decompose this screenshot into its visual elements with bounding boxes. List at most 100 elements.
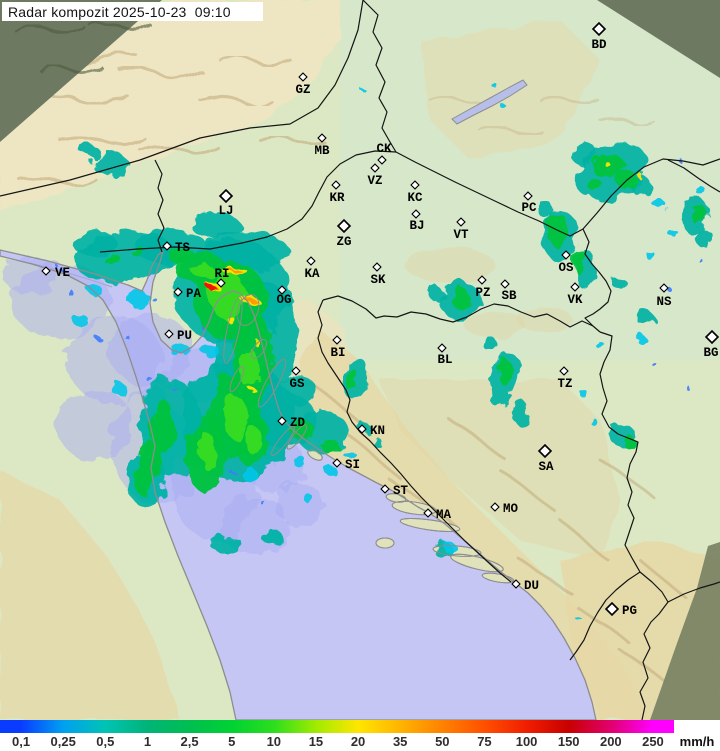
station-diamond-icon bbox=[523, 191, 533, 201]
station-diamond-icon bbox=[372, 262, 382, 272]
station-label: BI bbox=[330, 346, 345, 360]
legend-tick-10: 50 bbox=[435, 734, 450, 749]
legend: 0,1 0,25 0,5 1 2,5 5 10 15 20 35 50 75 100 150 200 250 m… bbox=[0, 720, 720, 751]
title-text: Radar kompozit 2025-10-23 09:10 bbox=[8, 3, 231, 20]
station-label: MB bbox=[314, 144, 330, 158]
station-ka: KA bbox=[304, 256, 320, 281]
station-diamond-icon bbox=[561, 250, 571, 260]
legend-tick-9: 35 bbox=[392, 734, 408, 749]
station-diamond-icon bbox=[331, 180, 341, 190]
station-label: KR bbox=[329, 191, 345, 205]
station-diamond-icon bbox=[490, 502, 500, 512]
station-diamond-icon bbox=[357, 424, 367, 434]
station-diamond-icon bbox=[423, 508, 433, 518]
station-mb: MB bbox=[314, 133, 330, 158]
legend-tick-7: 15 bbox=[308, 734, 324, 749]
station-label: OG bbox=[276, 293, 291, 307]
precipitation-layer bbox=[4, 82, 714, 622]
station-diamond-icon bbox=[336, 218, 352, 234]
legend-tick-0: 0,1 bbox=[12, 734, 31, 749]
legend-tick-12: 100 bbox=[515, 734, 538, 749]
legend-unit: mm/h bbox=[679, 734, 715, 749]
station-ve: VE bbox=[41, 266, 70, 280]
station-kn: KN bbox=[357, 424, 385, 438]
station-pc: PC bbox=[521, 191, 537, 215]
station-diamond-icon bbox=[537, 443, 553, 459]
station-label: VZ bbox=[367, 174, 382, 188]
station-vk: VK bbox=[567, 282, 583, 307]
station-label: PC bbox=[521, 201, 537, 215]
station-ri: RI bbox=[214, 267, 230, 288]
station-diamond-icon bbox=[317, 133, 327, 143]
station-label: BD bbox=[591, 38, 607, 52]
station-label: GZ bbox=[295, 83, 310, 97]
station-pz: PZ bbox=[475, 275, 491, 300]
station-label: RI bbox=[214, 267, 229, 281]
station-os: OS bbox=[558, 250, 574, 275]
station-sa: SA bbox=[537, 443, 554, 474]
station-diamond-icon bbox=[370, 163, 380, 173]
station-og: OG bbox=[276, 285, 292, 307]
station-diamond-icon bbox=[41, 266, 51, 276]
station-diamond-icon bbox=[277, 285, 287, 295]
station-label: GS bbox=[289, 377, 305, 391]
station-label: VT bbox=[453, 228, 469, 242]
station-pu: PU bbox=[164, 329, 192, 343]
legend-tick-3: 1 bbox=[143, 734, 152, 749]
station-kc: KC bbox=[407, 180, 423, 205]
station-zd: ZD bbox=[277, 416, 306, 430]
legend-tick-2: 0,5 bbox=[96, 734, 115, 749]
legend-tick-labels: 0,1 0,25 0,5 1 2,5 5 10 15 20 35 50 75 100 150 200 250 m… bbox=[0, 733, 720, 751]
legend-tick-11: 75 bbox=[477, 734, 492, 749]
legend-tick-15: 250 bbox=[642, 734, 664, 749]
station-diamond-icon bbox=[604, 601, 620, 617]
station-diamond-icon bbox=[704, 329, 720, 345]
station-diamond-icon bbox=[591, 21, 607, 37]
station-bd: BD bbox=[591, 21, 607, 52]
legend-tick-4: 2,5 bbox=[180, 734, 199, 749]
station-diamond-icon bbox=[306, 256, 316, 266]
station-diamond-icon bbox=[570, 282, 580, 292]
station-diamond-icon bbox=[477, 275, 487, 285]
station-diamond-icon bbox=[216, 278, 226, 288]
station-kr: KR bbox=[329, 180, 345, 205]
station-diamond-icon bbox=[377, 155, 387, 165]
legend-tick-6: 10 bbox=[266, 734, 282, 749]
station-label: SK bbox=[370, 273, 386, 287]
station-markers-layer: VE TS LJ GZ MB CK VZ KR KC ZG BJ VT PC BD KA SK PZ OS VK NS… bbox=[41, 21, 720, 618]
legend-tick-14: 200 bbox=[599, 734, 622, 749]
station-du: DU bbox=[511, 579, 539, 593]
station-mo: MO bbox=[490, 502, 519, 516]
station-diamond-icon bbox=[511, 579, 521, 589]
radar-map: VE TS LJ GZ MB CK VZ KR KC ZG BJ VT PC BD KA SK PZ OS VK NS… bbox=[0, 0, 720, 720]
radar-range-mask-layer bbox=[0, 0, 720, 720]
station-label: TS bbox=[175, 241, 191, 255]
station-label: SA bbox=[538, 460, 554, 474]
station-diamond-icon bbox=[437, 343, 447, 353]
station-pg: PG bbox=[604, 601, 637, 618]
station-diamond-icon bbox=[298, 72, 308, 82]
station-label: SI bbox=[345, 458, 360, 472]
station-diamond-icon bbox=[332, 335, 342, 345]
station-label: BG bbox=[703, 346, 718, 360]
station-ns: NS bbox=[656, 283, 672, 309]
station-label: KC bbox=[407, 191, 423, 205]
station-label: KN bbox=[370, 424, 385, 438]
terrain-layer bbox=[0, 0, 720, 720]
station-ts: TS bbox=[162, 241, 191, 255]
station-label: SB bbox=[501, 289, 517, 303]
station-tz: TZ bbox=[557, 366, 573, 391]
station-si: SI bbox=[332, 458, 360, 472]
station-zg: ZG bbox=[336, 218, 352, 249]
station-label: ZG bbox=[336, 235, 351, 249]
country-borders-layer bbox=[0, 0, 720, 720]
station-lj: LJ bbox=[218, 188, 234, 218]
station-gz: GZ bbox=[295, 72, 311, 97]
station-diamond-icon bbox=[332, 458, 342, 468]
station-bl: BL bbox=[437, 343, 453, 367]
legend-tick-1: 0,25 bbox=[50, 734, 76, 749]
station-label: BJ bbox=[409, 219, 424, 233]
station-label: NS bbox=[656, 295, 672, 309]
station-diamond-icon bbox=[218, 188, 234, 204]
station-label: DU bbox=[524, 579, 539, 593]
